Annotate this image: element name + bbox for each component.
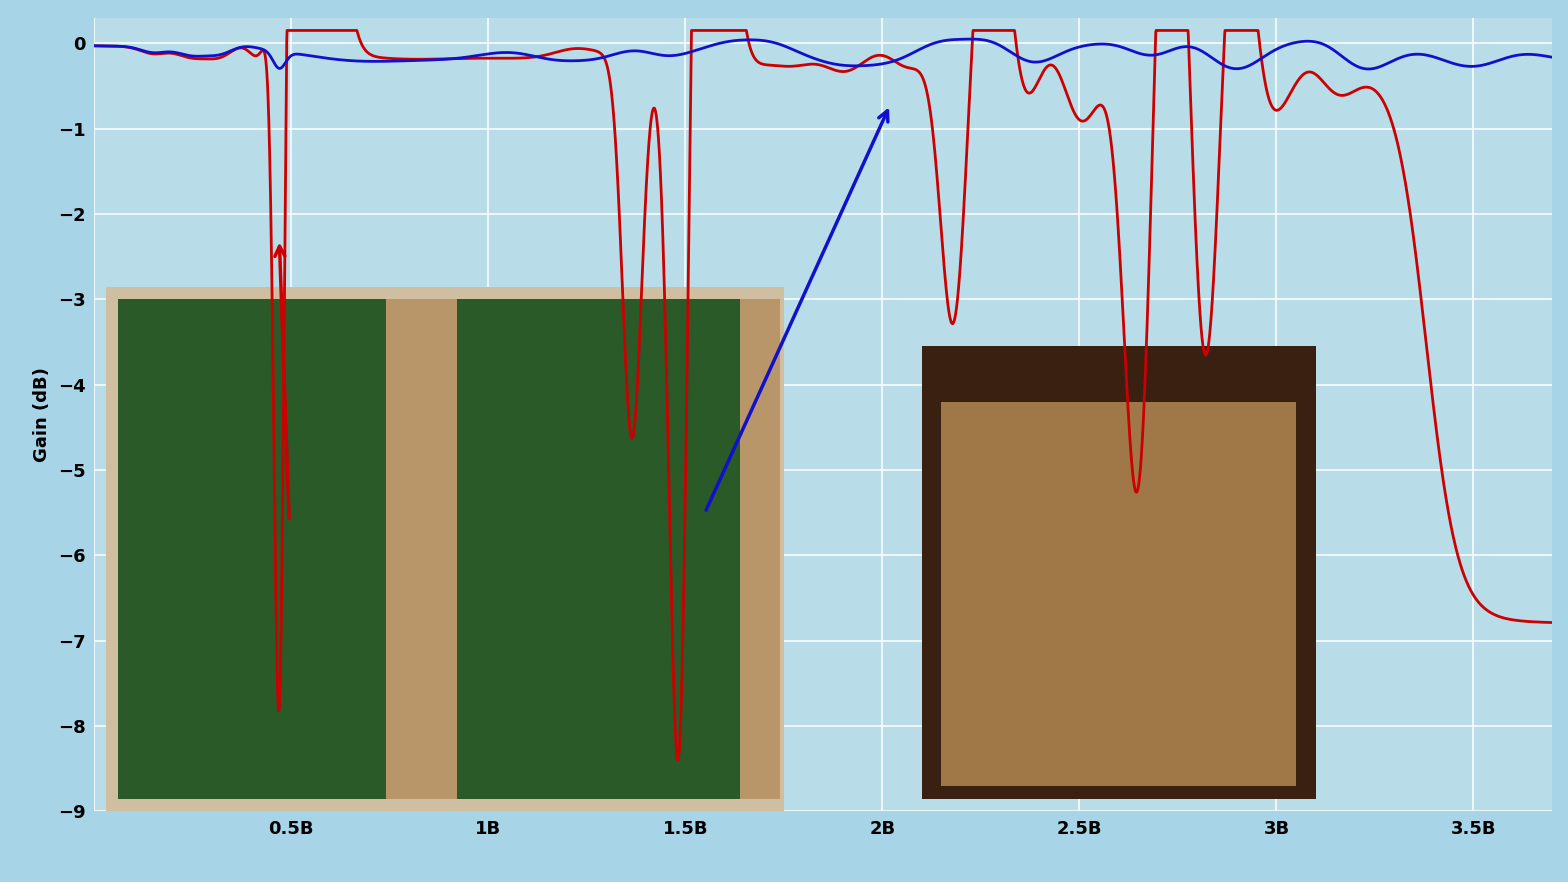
- Bar: [941, 401, 1297, 786]
- Bar: [386, 299, 456, 798]
- Bar: [118, 299, 386, 798]
- Bar: [740, 299, 779, 798]
- Y-axis label: Gain (dB): Gain (dB): [33, 367, 52, 462]
- Bar: [922, 347, 1316, 798]
- Bar: [456, 299, 740, 798]
- Bar: [107, 287, 784, 816]
